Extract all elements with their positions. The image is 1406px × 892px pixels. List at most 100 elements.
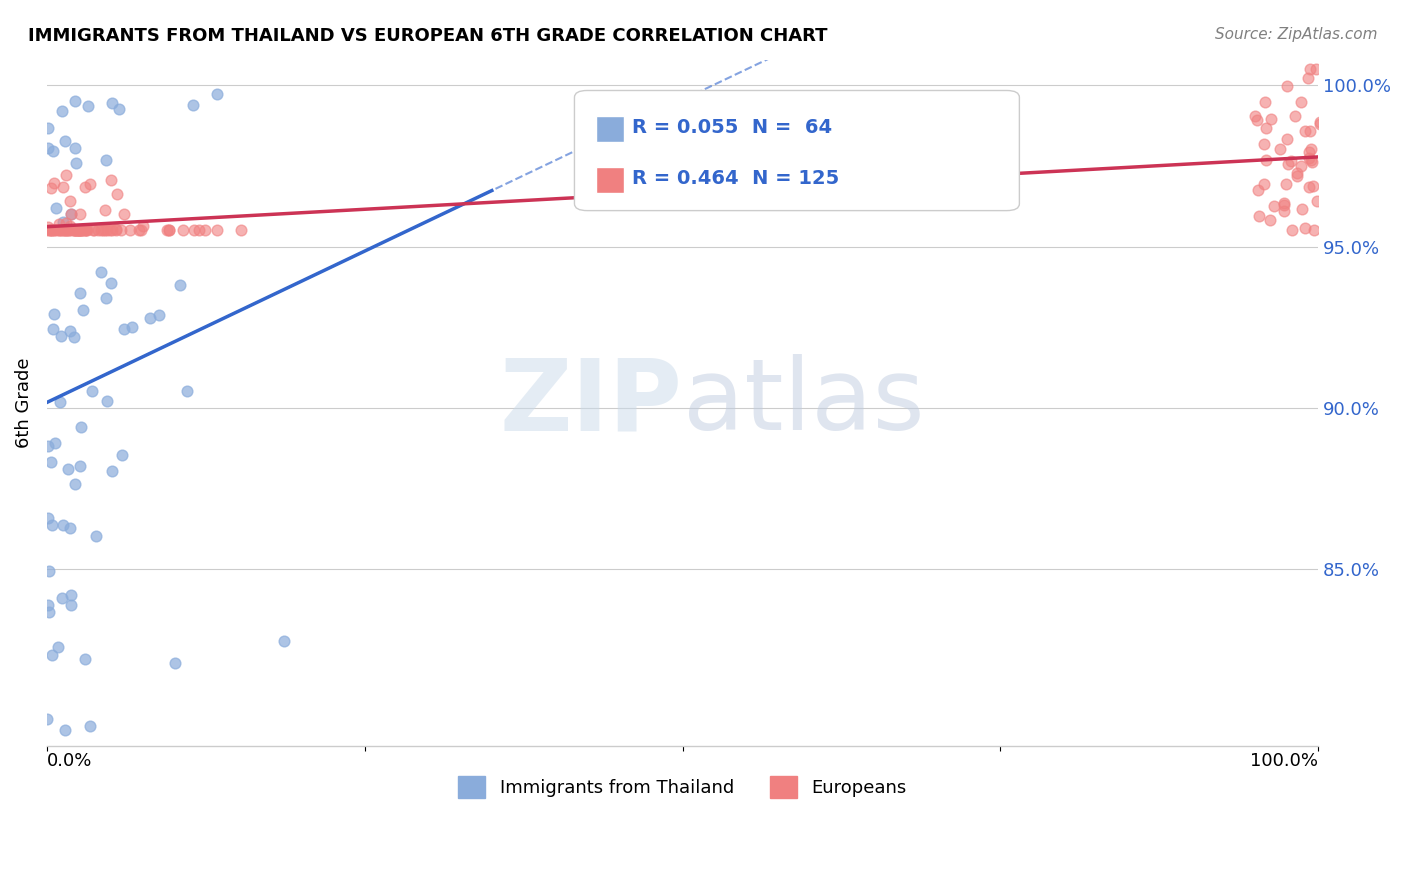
Point (37, 511, 59, 525)
Point (93, 202, 115, 217)
Point (111, 448, 134, 462)
Point (1291, 202, 1313, 217)
Point (188, 223, 211, 237)
Point (73, 223, 96, 237)
Point (63, 476, 86, 491)
Point (1254, 95, 1277, 110)
Point (1301, 154, 1323, 169)
Point (1275, 78, 1298, 93)
FancyBboxPatch shape (575, 90, 1019, 211)
Text: 0.0%: 0.0% (46, 753, 93, 771)
Point (73, 223, 96, 237)
Point (1281, 223, 1303, 237)
Point (37, 141, 59, 155)
Point (1296, 71, 1319, 86)
Point (67, 223, 90, 237)
Point (1263, 198, 1285, 212)
Point (129, 223, 152, 237)
Point (181, 98, 204, 112)
Point (65, 156, 87, 170)
Point (49, 223, 72, 237)
Text: Source: ZipAtlas.com: Source: ZipAtlas.com (1215, 27, 1378, 42)
Text: R = 0.055  N =  64: R = 0.055 N = 64 (631, 118, 832, 137)
Point (58, 223, 80, 237)
Point (96, 223, 118, 237)
Point (114, 321, 136, 335)
Point (1244, 109, 1267, 123)
Point (63, 223, 86, 237)
Point (35, 223, 58, 237)
Point (194, 223, 217, 237)
Point (44, 436, 66, 450)
Point (63, 223, 86, 237)
Legend: Immigrants from Thailand, Europeans: Immigrants from Thailand, Europeans (451, 769, 914, 805)
Point (69, 285, 91, 300)
Point (59, 324, 82, 338)
Point (52, 214, 75, 228)
Point (79, 719, 101, 733)
Point (87, 223, 110, 237)
Point (1298, 151, 1320, 165)
Point (104, 222, 127, 236)
Point (1284, 109, 1306, 123)
Point (229, 223, 252, 237)
Point (79, 177, 101, 191)
Point (165, 656, 187, 670)
Point (169, 278, 191, 293)
Bar (596, 168, 624, 194)
Point (98, 223, 121, 237)
Point (80, 384, 103, 399)
Point (52, 180, 75, 194)
Point (1299, 62, 1322, 77)
Point (112, 207, 135, 221)
Point (39, 181, 62, 195)
Point (108, 102, 131, 116)
Point (101, 95, 124, 110)
Point (76, 223, 98, 237)
Point (45, 202, 67, 216)
Text: ZIP: ZIP (499, 354, 682, 451)
Point (38, 605, 60, 619)
Point (51, 591, 73, 606)
Point (58, 223, 80, 237)
Point (42, 223, 65, 237)
Point (52, 223, 75, 237)
Point (1301, 178, 1323, 193)
Point (1303, 223, 1326, 237)
Point (59, 207, 82, 221)
Point (1272, 203, 1295, 218)
Point (90, 223, 112, 237)
Point (207, 223, 229, 237)
Point (148, 308, 170, 322)
Point (59, 194, 82, 208)
Point (1268, 142, 1291, 156)
Point (60, 207, 83, 221)
Point (60, 599, 83, 613)
Point (1275, 132, 1298, 146)
Point (37, 599, 59, 613)
Point (67, 223, 90, 237)
Point (56, 223, 79, 237)
Point (176, 384, 198, 399)
Point (63, 223, 86, 237)
Point (205, 87, 228, 102)
Point (66, 223, 89, 237)
Point (90, 265, 112, 279)
Point (49, 223, 72, 237)
Point (37, 219, 59, 234)
Point (48, 223, 70, 237)
Point (1253, 177, 1275, 191)
Point (100, 276, 122, 290)
Point (1301, 153, 1323, 167)
Point (44, 223, 66, 237)
Point (1275, 178, 1298, 192)
Point (46, 640, 69, 655)
Point (55, 216, 77, 230)
Point (1289, 95, 1312, 109)
Point (59, 219, 82, 234)
Point (55, 168, 77, 182)
Point (62, 330, 84, 344)
Point (44, 307, 66, 321)
Point (1305, 62, 1327, 77)
Point (1246, 112, 1268, 127)
